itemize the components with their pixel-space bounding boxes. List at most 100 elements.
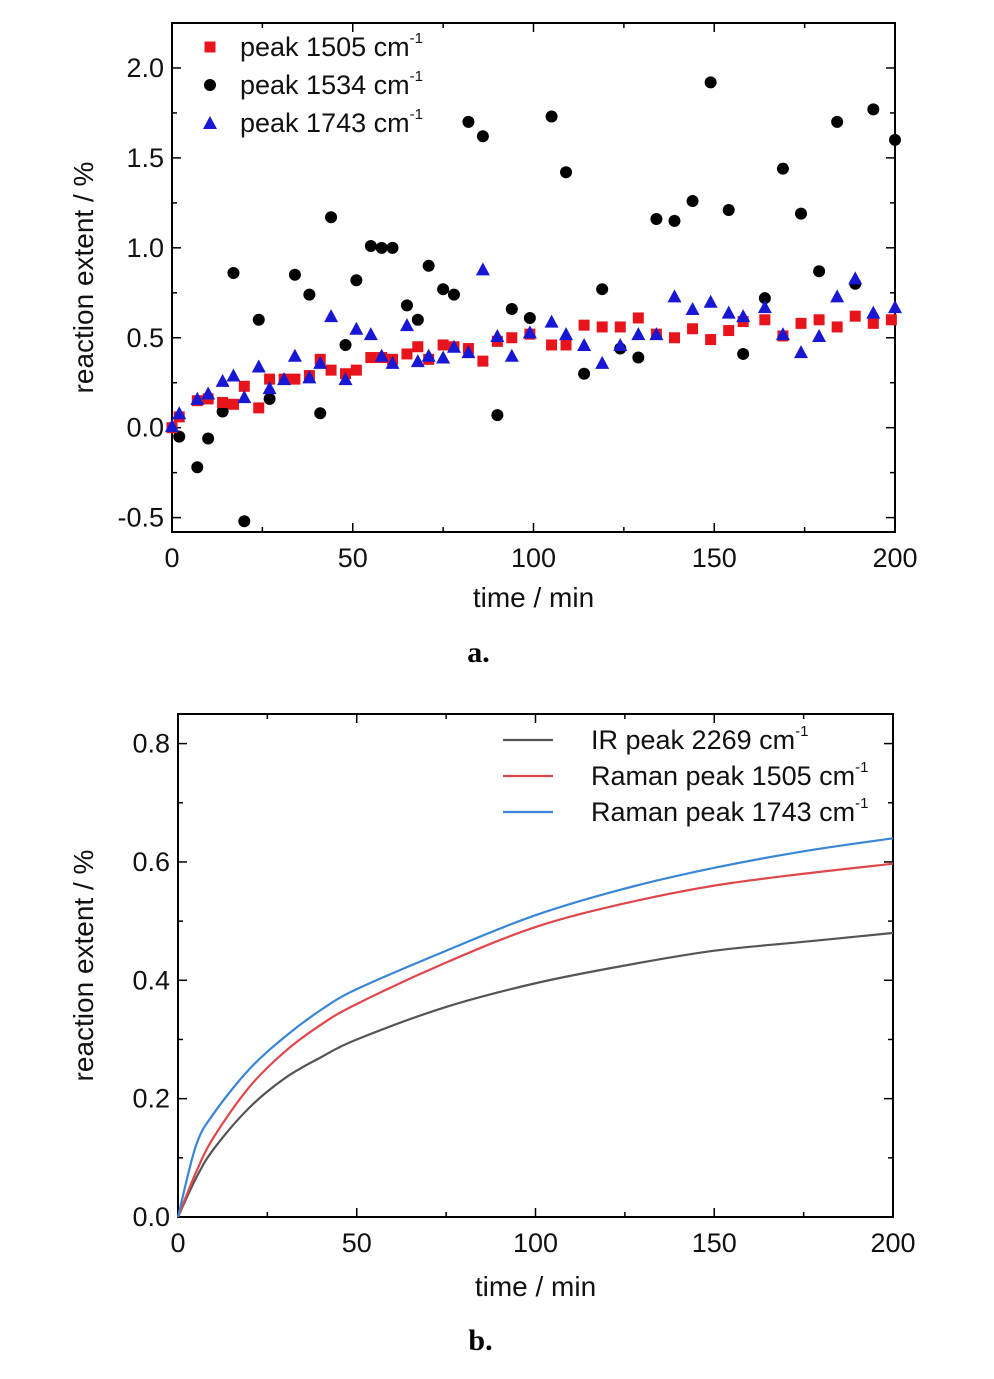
x-tick-label: 50 bbox=[342, 1228, 372, 1258]
square-data-point bbox=[831, 321, 843, 333]
triangle-data-point bbox=[721, 305, 736, 319]
triangle-data-point bbox=[385, 355, 400, 369]
triangle-data-point bbox=[262, 381, 277, 395]
triangle-data-point bbox=[436, 350, 451, 364]
triangle-data-point bbox=[410, 354, 425, 368]
circle-data-point bbox=[704, 76, 717, 89]
y-axis-label: reaction extent / % bbox=[68, 162, 99, 394]
legend-label: peak 1743 cm-1 bbox=[240, 106, 423, 138]
x-tick-label: 100 bbox=[511, 543, 556, 573]
triangle-data-point bbox=[631, 327, 646, 341]
square-data-point bbox=[238, 380, 250, 392]
square-data-point bbox=[687, 323, 699, 335]
square-data-point bbox=[813, 314, 825, 326]
triangle-data-point bbox=[277, 372, 292, 386]
data-lines bbox=[176, 837, 894, 1218]
legend-label: peak 1505 cm-1 bbox=[240, 30, 423, 62]
triangle-data-point bbox=[649, 327, 664, 341]
square-data-point bbox=[365, 352, 377, 364]
circle-data-point bbox=[422, 259, 435, 272]
y-tick-label: 0.4 bbox=[132, 965, 170, 995]
triangle-data-point bbox=[226, 368, 241, 382]
circle-data-point bbox=[238, 515, 251, 528]
panel-b-line-chart: 0 50 100 150 200 0.0 0.2 0.4 0.6 0.8 IR peak 226… bbox=[68, 713, 916, 1357]
triangle-data-point bbox=[313, 355, 328, 369]
x-tick-label: 50 bbox=[338, 543, 368, 573]
circle-data-point bbox=[578, 367, 591, 380]
triangle-data-point bbox=[812, 328, 827, 342]
panel-label: a. bbox=[467, 636, 490, 669]
triangle-data-point bbox=[736, 309, 751, 323]
x-axis-label: time / min bbox=[473, 582, 594, 613]
circle-data-point bbox=[252, 313, 265, 326]
x-tick-label: 0 bbox=[164, 543, 179, 573]
y-axis-ticks: -0.5 0.0 0.5 1.0 1.5 2.0 bbox=[117, 22, 895, 533]
circle-data-point bbox=[386, 241, 399, 254]
triangle-data-point bbox=[559, 327, 574, 341]
triangle-data-point bbox=[190, 391, 205, 405]
legend-superscript: -1 bbox=[410, 30, 423, 47]
circle-data-point bbox=[375, 241, 388, 254]
square-data-point bbox=[885, 314, 897, 326]
legend-superscript: -1 bbox=[410, 106, 423, 123]
series-line bbox=[176, 862, 894, 1218]
circle-data-point bbox=[545, 110, 558, 123]
legend-superscript: -1 bbox=[855, 759, 868, 776]
circle-data-point bbox=[722, 204, 735, 217]
triangle-data-point bbox=[667, 289, 682, 303]
triangle-data-point bbox=[237, 390, 252, 404]
triangle-data-point bbox=[446, 339, 461, 353]
circle-data-point bbox=[202, 432, 215, 445]
circle-data-point bbox=[650, 213, 663, 226]
triangle-data-point bbox=[461, 345, 476, 359]
y-axis-ticks: 0.0 0.2 0.4 0.6 0.8 bbox=[132, 729, 893, 1232]
triangle-data-point bbox=[302, 370, 317, 384]
circle-data-point bbox=[813, 265, 826, 278]
legend-square-marker bbox=[204, 41, 216, 53]
circle-data-point bbox=[314, 407, 327, 420]
circle-data-point bbox=[339, 338, 352, 351]
y-tick-label: 2.0 bbox=[126, 53, 164, 83]
circle-data-point bbox=[831, 115, 844, 128]
square-data-point bbox=[325, 364, 337, 376]
triangle-data-point bbox=[374, 348, 389, 362]
triangle-data-point bbox=[848, 271, 863, 285]
x-axis-ticks: 0 50 100 150 200 bbox=[164, 23, 918, 573]
square-data-point bbox=[253, 402, 265, 414]
x-tick-label: 200 bbox=[870, 1228, 915, 1258]
circle-data-point bbox=[191, 461, 204, 474]
y-tick-label: 0.5 bbox=[126, 323, 164, 353]
legend-superscript: -1 bbox=[795, 723, 808, 740]
triangle-data-point bbox=[757, 300, 772, 314]
circle-data-point bbox=[668, 214, 681, 227]
circle-data-point bbox=[523, 311, 536, 324]
circle-data-point bbox=[596, 283, 609, 296]
circle-data-point bbox=[462, 115, 475, 128]
circle-data-point bbox=[263, 392, 276, 405]
square-data-point bbox=[849, 310, 861, 322]
triangle-data-point bbox=[703, 294, 718, 308]
square-data-point bbox=[795, 317, 807, 329]
y-tick-label: 1.0 bbox=[126, 233, 164, 263]
square-data-point bbox=[867, 317, 879, 329]
square-data-point bbox=[759, 314, 771, 326]
circle-data-point bbox=[867, 103, 880, 116]
legend-triangle-marker bbox=[203, 116, 217, 129]
triangle-data-point bbox=[613, 337, 628, 351]
triangle-data-point bbox=[215, 373, 230, 387]
circle-data-point bbox=[447, 288, 460, 301]
y-tick-label: 0.0 bbox=[126, 413, 164, 443]
triangle-data-point bbox=[287, 348, 302, 362]
triangle-data-point bbox=[251, 359, 266, 373]
square-data-point bbox=[289, 373, 301, 385]
triangle-data-point bbox=[544, 314, 559, 328]
y-tick-label: 1.5 bbox=[126, 143, 164, 173]
y-axis-label: reaction extent / % bbox=[68, 850, 99, 1082]
panel-a-scatter-chart: 0 50 100 150 200 -0.5 0.0 0.5 1.0 1.5 2.0 peak 15… bbox=[68, 22, 918, 669]
circle-data-point bbox=[776, 162, 789, 175]
circle-data-point bbox=[632, 351, 645, 364]
x-tick-label: 200 bbox=[872, 543, 917, 573]
circle-data-point bbox=[476, 130, 489, 143]
triangle-data-point bbox=[490, 328, 505, 342]
x-tick-label: 0 bbox=[170, 1228, 185, 1258]
